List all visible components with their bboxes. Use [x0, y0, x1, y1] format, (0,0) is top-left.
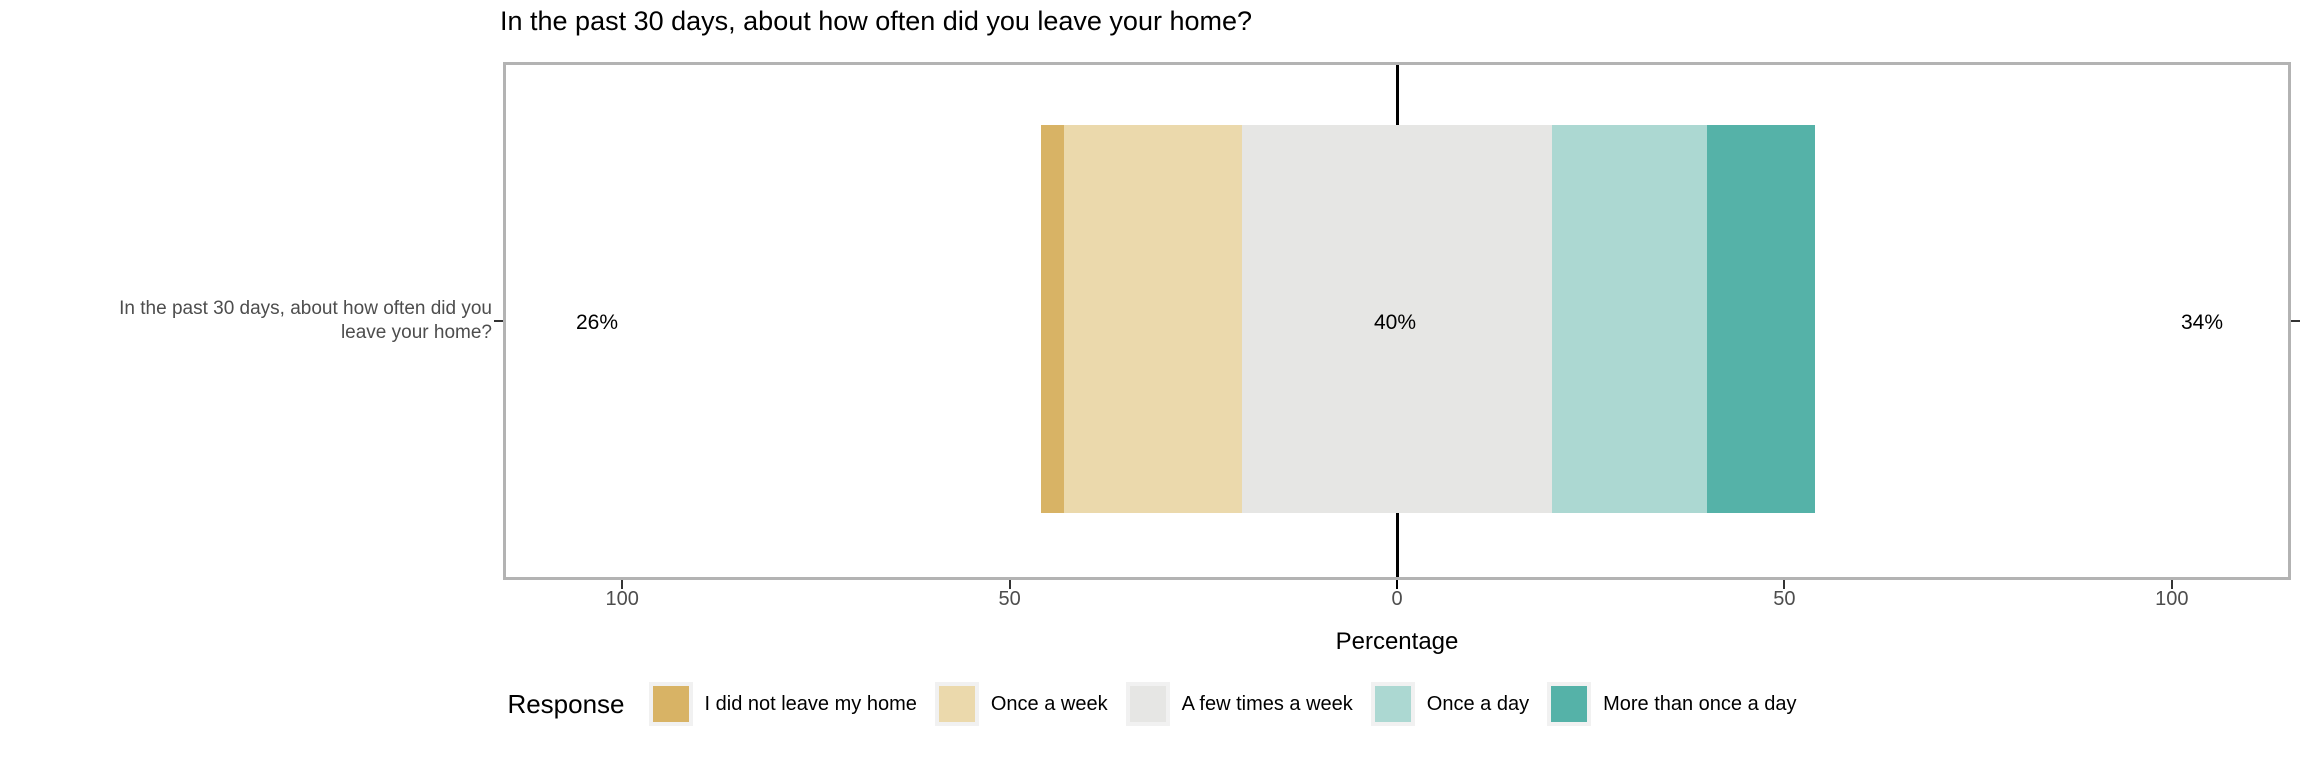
stacked-bar	[1040, 125, 1816, 513]
legend-item-more-than-once-a-day: More than once a day	[1547, 682, 1797, 726]
legend-item-a-few-times-a-week: A few times a week	[1125, 682, 1353, 726]
center-percentage-label: 40%	[1373, 311, 1417, 334]
x-axis-tick	[1783, 580, 1786, 589]
legend-item-label: Once a week	[990, 692, 1108, 715]
y-axis-tick-left	[494, 320, 503, 322]
legend-item-once-a-week: Once a week	[934, 682, 1108, 726]
x-axis-tick-label: 50	[1773, 588, 1796, 610]
x-axis-tick	[1396, 580, 1398, 589]
legend-swatch	[934, 682, 979, 726]
category-axis-label-line2: leave your home?	[340, 322, 492, 343]
bar-segment-once-a-day	[1551, 125, 1707, 513]
legend-item-i-did-not-leave-my-home: I did not leave my home	[648, 682, 917, 726]
plot-panel: 26% 40% 34%	[503, 62, 2291, 580]
x-axis-tick	[1008, 580, 1011, 589]
legend-item-once-a-day: Once a day	[1370, 682, 1530, 726]
x-axis-title: Percentage	[1335, 628, 1459, 655]
legend: Response I did not leave my home Once a w…	[0, 682, 2304, 726]
legend-item-label: More than once a day	[1603, 692, 1797, 715]
legend-swatch	[1125, 682, 1170, 726]
right-percentage-label: 34%	[2180, 311, 2224, 334]
legend-title: Response	[507, 688, 625, 719]
x-axis-tick-label: 50	[998, 588, 1021, 610]
legend-item-label: Once a day	[1426, 692, 1530, 715]
x-axis-tick-label: 100	[605, 588, 639, 610]
left-percentage-label: 26%	[575, 311, 619, 334]
x-axis-tick	[2170, 580, 2173, 589]
legend-item-label: I did not leave my home	[704, 692, 917, 715]
category-axis-label-line1: In the past 30 days, about how often did…	[119, 298, 492, 319]
legend-item-label: A few times a week	[1181, 692, 1353, 715]
y-axis-tick-right	[2291, 320, 2300, 322]
legend-swatch	[1370, 682, 1415, 726]
bar-segment-more-than-once-a-day	[1706, 125, 1816, 513]
x-axis-tick	[621, 580, 624, 589]
bar-segment-once-a-week	[1063, 125, 1243, 513]
x-axis-tick-label: 100	[2155, 588, 2189, 610]
plot-panel-inner: 26% 40% 34%	[506, 65, 2288, 577]
x-axis-tick-label: 0	[1391, 588, 1403, 610]
legend-swatch	[1547, 682, 1592, 726]
bar-segment-i-did-not-leave-my-home	[1040, 125, 1064, 513]
chart-title: In the past 30 days, about how often did…	[500, 6, 1253, 36]
category-axis-label: In the past 30 days, about how often did…	[30, 297, 492, 345]
legend-swatch	[648, 682, 693, 726]
bar-segment-a-few-times-a-week	[1242, 125, 1552, 513]
